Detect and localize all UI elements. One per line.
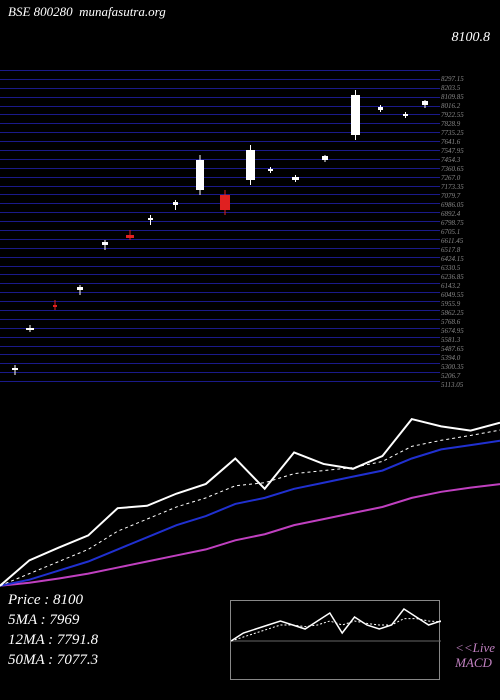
moving-average-chart xyxy=(0,410,500,610)
gridlines xyxy=(0,70,440,390)
info-line: 12MA : 7791.8 xyxy=(8,630,98,650)
macd-inset xyxy=(230,600,440,680)
info-line: Price : 8100 xyxy=(8,590,98,610)
chart-header: BSE 800280 munafasutra.org xyxy=(8,4,166,20)
macd-label: <<LiveMACD xyxy=(455,640,495,670)
exchange-label: BSE xyxy=(8,4,30,19)
candlestick-chart: 8297.158203.58109.858016.27922.557828.97… xyxy=(0,30,500,390)
y-axis-labels: 8297.158203.58109.858016.27922.557828.97… xyxy=(441,75,496,395)
price-info-box: Price : 81005MA : 796912MA : 7791.850MA … xyxy=(8,590,98,670)
info-line: 50MA : 7077.3 xyxy=(8,650,98,670)
symbol-label: 800280 xyxy=(34,4,73,19)
site-label: munafasutra.org xyxy=(79,4,166,19)
ma-chart-panel: Price : 81005MA : 796912MA : 7791.850MA … xyxy=(0,410,500,700)
macd-chart xyxy=(231,601,441,681)
info-line: 5MA : 7969 xyxy=(8,610,98,630)
